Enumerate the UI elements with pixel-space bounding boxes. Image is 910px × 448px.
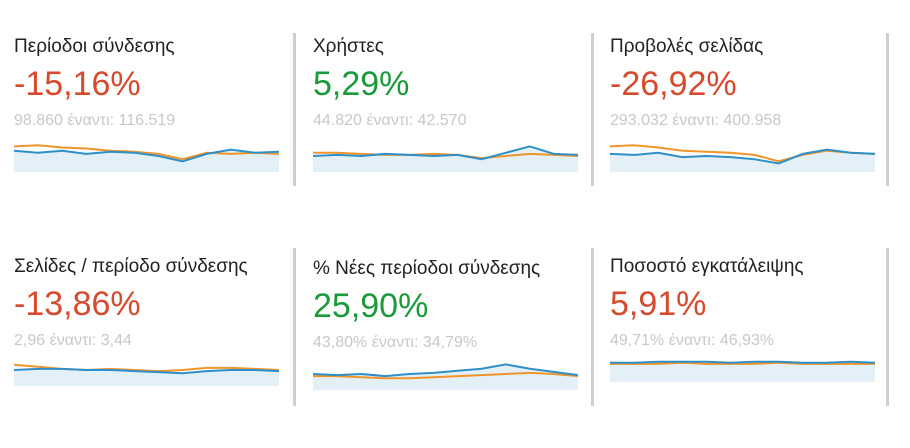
metric-change: 5,29% — [313, 65, 410, 103]
metric-comparison: 2,96 έναντι: 3,44 — [14, 332, 132, 349]
metric-comparison: 44.820 έναντι: 42.570 — [313, 112, 467, 129]
metric-title: Προβολές σελίδας — [610, 36, 764, 57]
sparkline-previous-line — [313, 151, 579, 160]
card-divider — [886, 33, 889, 186]
sparkline-current-line — [609, 148, 876, 165]
sparkline-previous-line — [13, 144, 280, 161]
metric-card-new-sessions[interactable]: % Νέες περίοδοι σύνδεσης 25,90% 43,80% έ… — [312, 258, 583, 448]
metric-title: Ποσοστό εγκατάλειψης — [610, 256, 804, 277]
metric-card-pageviews[interactable]: Προβολές σελίδας -26,92% 293.032 έναντι:… — [609, 36, 880, 226]
sparkline-current-line — [312, 145, 579, 161]
card-divider — [591, 248, 594, 406]
sparkline-current-line — [13, 367, 280, 375]
metric-title: % Νέες περίοδοι σύνδεσης — [313, 258, 541, 279]
metric-card-pages-per-session[interactable]: Σελίδες / περίοδο σύνδεσης -13,86% 2,96 … — [13, 256, 284, 446]
metric-comparison: 49,71% έναντι: 46,93% — [610, 332, 775, 349]
sparkline-chart — [13, 363, 280, 386]
sparkline-current-line — [13, 148, 280, 163]
sparkline-chart — [312, 363, 579, 390]
sparkline-previous-line — [610, 361, 875, 365]
metric-comparison: 43,80% έναντι: 34,79% — [313, 334, 478, 351]
metric-change: 25,90% — [313, 287, 429, 325]
metric-card-users[interactable]: Χρήστες 5,29% 44.820 έναντι: 42.570 — [312, 36, 583, 226]
sparkline-current-line — [312, 363, 579, 378]
metric-change: -15,16% — [14, 65, 141, 103]
sparkline-previous-line — [313, 371, 579, 380]
sparkline-chart — [13, 144, 280, 172]
metric-card-sessions[interactable]: Περίοδοι σύνδεσης -15,16% 98.860 έναντι:… — [13, 36, 284, 226]
metric-title: Περίοδοι σύνδεσης — [14, 36, 175, 57]
card-divider — [591, 33, 594, 186]
sparkline-area — [313, 146, 578, 172]
metric-title: Σελίδες / περίοδο σύνδεσης — [14, 256, 248, 277]
metric-comparison: 98.860 έναντι: 116.519 — [14, 112, 176, 129]
metric-title: Χρήστες — [313, 36, 384, 57]
sparkline-chart — [609, 144, 876, 172]
metric-change: 5,91% — [610, 285, 707, 323]
sparkline-chart — [610, 360, 876, 382]
metric-comparison: 293.032 έναντι: 400.958 — [610, 112, 782, 129]
card-divider — [886, 248, 889, 406]
metric-change: -26,92% — [610, 65, 737, 103]
card-divider — [293, 248, 296, 406]
sparkline-area — [14, 368, 279, 386]
sparkline-area — [610, 149, 875, 172]
metric-card-bounce-rate[interactable]: Ποσοστό εγκατάλειψης 5,91% 49,71% έναντι… — [610, 256, 880, 446]
sparkline-current-line — [610, 360, 876, 364]
sparkline-area — [14, 149, 279, 172]
sparkline-area — [610, 361, 875, 382]
metric-change: -13,86% — [14, 285, 141, 323]
sparkline-chart — [312, 145, 579, 172]
card-divider — [293, 33, 296, 186]
